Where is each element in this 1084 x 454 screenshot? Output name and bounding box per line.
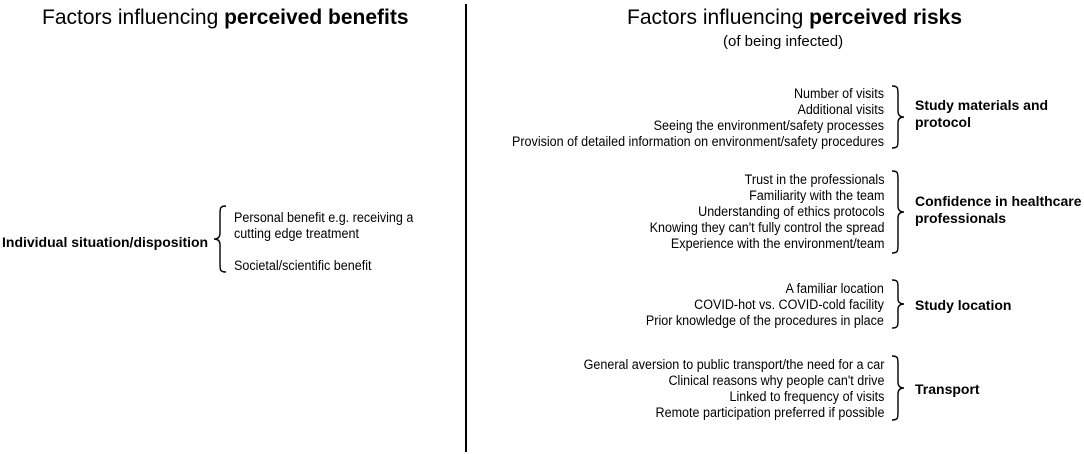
list-item: Linked to frequency of visits <box>729 389 884 404</box>
list-item: Experience with the environment/team <box>670 236 884 251</box>
list-item: Prior knowledge of the procedures in pla… <box>646 313 884 328</box>
brace-study-location <box>891 279 905 329</box>
list-item: Trust in the professionals <box>744 172 884 187</box>
category-study-materials: Study materials and protocol <box>915 97 1048 131</box>
right-panel-title: Factors influencing perceived risks <box>627 6 962 30</box>
category-individual-situation: Individual situation/disposition <box>2 234 209 250</box>
list-item: COVID-hot vs. COVID-cold facility <box>694 297 884 312</box>
list-item: Understanding of ethics protocols <box>697 204 884 219</box>
group-transport-items: General aversion to public transport/the… <box>583 357 884 421</box>
list-item: Remote participation preferred if possib… <box>655 405 884 420</box>
brace-transport <box>891 355 905 421</box>
brace-confidence <box>891 170 905 254</box>
right-panel-subtitle: (of being infected) <box>723 33 844 50</box>
category-line: Transport <box>915 381 980 397</box>
list-spacer <box>234 242 413 258</box>
category-line: professionals <box>915 210 1007 226</box>
panel-divider <box>465 4 467 452</box>
left-title-bold: perceived benefits <box>224 6 409 29</box>
left-panel-title: Factors influencing perceived benefits <box>42 6 409 30</box>
left-title-prefix: Factors influencing <box>42 6 225 29</box>
list-item: Knowing they can't fully control the spr… <box>649 220 884 235</box>
category-confidence: Confidence in healthcare professionals <box>915 193 1081 227</box>
category-line: Study materials and <box>915 97 1049 113</box>
list-item: Number of visits <box>793 86 884 101</box>
group-study-location-items: A familiar location COVID-hot vs. COVID-… <box>646 281 884 329</box>
right-title-prefix: Factors influencing <box>627 6 810 29</box>
list-item: Clinical reasons why people can't drive <box>668 373 884 388</box>
list-item: General aversion to public transport/the… <box>583 357 884 372</box>
group-study-materials-items: Number of visits Additional visits Seein… <box>512 86 884 150</box>
group-confidence-items: Trust in the professionals Familiarity w… <box>649 172 884 252</box>
brace-left <box>213 205 227 273</box>
list-item: Societal/scientific benefit <box>234 258 372 273</box>
list-item: Familiarity with the team <box>748 188 884 203</box>
list-item: A familiar location <box>785 281 884 296</box>
list-item: Provision of detailed information on env… <box>512 134 884 149</box>
list-item: Personal benefit e.g. receiving a <box>234 210 414 225</box>
list-item: Seeing the environment/safety processes <box>653 118 884 133</box>
right-title-bold: perceived risks <box>809 6 963 29</box>
brace-study-materials <box>891 85 905 149</box>
list-item: cutting edge treatment <box>234 226 359 241</box>
list-item: Additional visits <box>797 102 884 117</box>
left-items-list: Personal benefit e.g. receiving a cuttin… <box>234 210 413 274</box>
category-study-location: Study location <box>915 297 1011 314</box>
category-line: Confidence in healthcare <box>915 193 1082 209</box>
category-transport: Transport <box>915 381 980 398</box>
category-line: protocol <box>915 114 971 130</box>
category-line: Study location <box>915 297 1012 313</box>
